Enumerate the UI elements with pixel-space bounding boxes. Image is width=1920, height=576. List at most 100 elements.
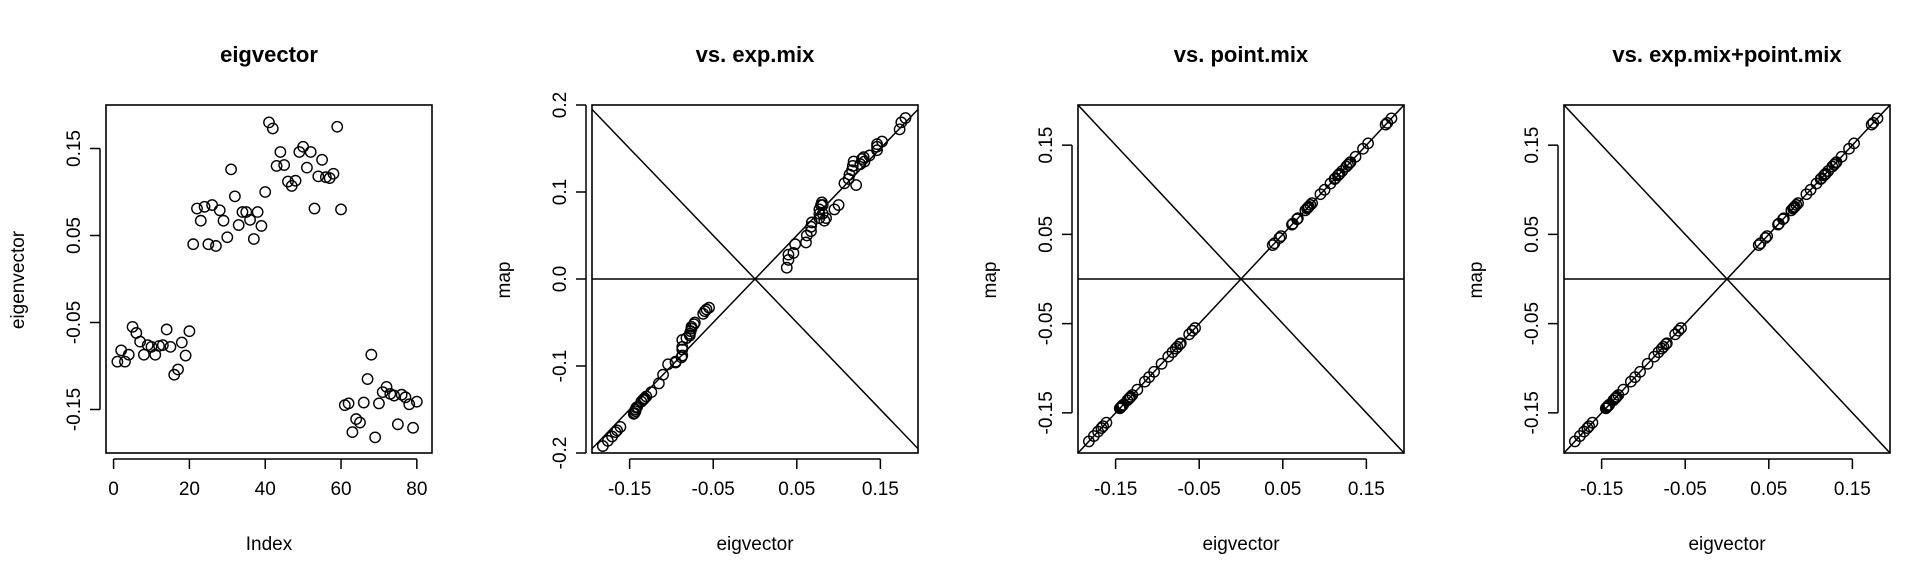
data-point [838, 177, 851, 190]
data-point [662, 358, 674, 371]
data-point [645, 386, 658, 398]
data-point [346, 426, 359, 439]
data-point [380, 380, 393, 393]
data-point [213, 204, 226, 217]
data-point [1318, 183, 1331, 196]
data-point [1183, 328, 1196, 341]
data-point [1124, 390, 1137, 403]
data-point [1171, 340, 1184, 353]
data-point [637, 393, 650, 405]
y-tick-label: -0.05 [1036, 302, 1057, 345]
data-point [263, 116, 275, 129]
data-point [1828, 158, 1840, 171]
data-point [1599, 402, 1612, 415]
data-point [194, 214, 207, 227]
x-tick-label: 60 [330, 479, 351, 500]
data-point [350, 413, 363, 425]
data-point [1609, 392, 1621, 405]
data-point [1148, 365, 1160, 378]
data-point [232, 219, 245, 231]
x-tick-label: 0.05 [778, 479, 815, 500]
data-point [278, 159, 291, 171]
data-point [1660, 338, 1672, 351]
plot-area: 0 20 40 60 80 -0.15 -0.05 0.05 0.15 [64, 104, 433, 500]
plot-frame [105, 104, 433, 454]
data-point [816, 199, 829, 211]
data-point [175, 336, 188, 349]
data-point [1672, 324, 1685, 337]
data-point [327, 167, 340, 180]
data-point [365, 348, 378, 361]
x-tick-label: -0.05 [1664, 479, 1707, 500]
data-point [1835, 150, 1848, 163]
data-point [1657, 340, 1670, 353]
data-point [1189, 322, 1201, 334]
x-tick-label: 0 [108, 479, 119, 500]
data-point [221, 231, 234, 244]
data-point [703, 301, 715, 314]
panel-vs-exp-mix-point-mix: vs. exp.mix+point.mix eigvector map [1466, 42, 1842, 555]
data-point [210, 240, 222, 252]
data-point [357, 396, 370, 409]
y-tick-label: -0.2 [550, 437, 571, 470]
x-tick-label: 80 [406, 479, 427, 500]
data-point [1634, 365, 1646, 378]
data-point [818, 214, 831, 227]
x-tick-label: 0.15 [862, 479, 899, 500]
plot-area: -0.15 -0.05 0.05 0.15 -0.2 -0.1 0.0 0.1 0.2 [550, 92, 919, 500]
data-point [251, 206, 264, 218]
x-tick-label: 0.05 [1750, 479, 1787, 500]
data-point [638, 392, 651, 405]
panel-title: eigvector [220, 42, 318, 67]
data-point [217, 214, 230, 227]
data-point [1675, 322, 1687, 334]
data-point [1186, 324, 1199, 337]
x-tick-label: -0.15 [1094, 479, 1137, 500]
data-point [122, 348, 135, 361]
data-point [1362, 137, 1374, 150]
data-point [369, 431, 382, 444]
panel-title: vs. exp.mix [696, 42, 815, 67]
data-point [410, 395, 423, 408]
data-point [388, 389, 400, 402]
data-point [637, 394, 649, 406]
data-point [1333, 167, 1346, 180]
x-axis-label: eigvector [1202, 534, 1280, 555]
data-point [780, 261, 793, 274]
y-axis-label: map [980, 262, 1001, 299]
plot-frame [1563, 104, 1891, 454]
data-point [1123, 391, 1136, 404]
y-tick-label: -0.15 [64, 388, 85, 431]
data-point [787, 246, 800, 259]
data-point [1304, 199, 1317, 211]
data-point [614, 420, 627, 433]
data-point [198, 200, 211, 213]
data-point [228, 190, 241, 203]
data-point [236, 206, 249, 218]
data-point [1332, 168, 1345, 181]
data-point [160, 323, 173, 336]
data-point [1174, 337, 1187, 350]
y-axis-label: map [494, 262, 515, 299]
y-tick-label: -0.15 [1036, 391, 1057, 434]
x-axis-label: Index [246, 534, 293, 555]
data-point [247, 233, 260, 245]
data-points [596, 112, 912, 452]
data-point [119, 355, 131, 368]
panel-title: vs. exp.mix+point.mix [1612, 42, 1842, 67]
data-point [1617, 383, 1630, 396]
data-point [1601, 400, 1614, 413]
data-point [805, 225, 817, 238]
y-tick-label: -0.1 [550, 350, 571, 383]
data-point [1792, 197, 1804, 210]
x-tick-label: 40 [255, 479, 276, 500]
data-point [1804, 183, 1817, 196]
x-tick-label: -0.05 [692, 479, 735, 500]
plot-frame [591, 104, 919, 454]
data-point [1343, 157, 1356, 169]
data-point [1349, 150, 1362, 163]
data-point [1777, 212, 1790, 225]
y-tick-label: 0.15 [1522, 127, 1543, 164]
data-point [1174, 338, 1186, 351]
